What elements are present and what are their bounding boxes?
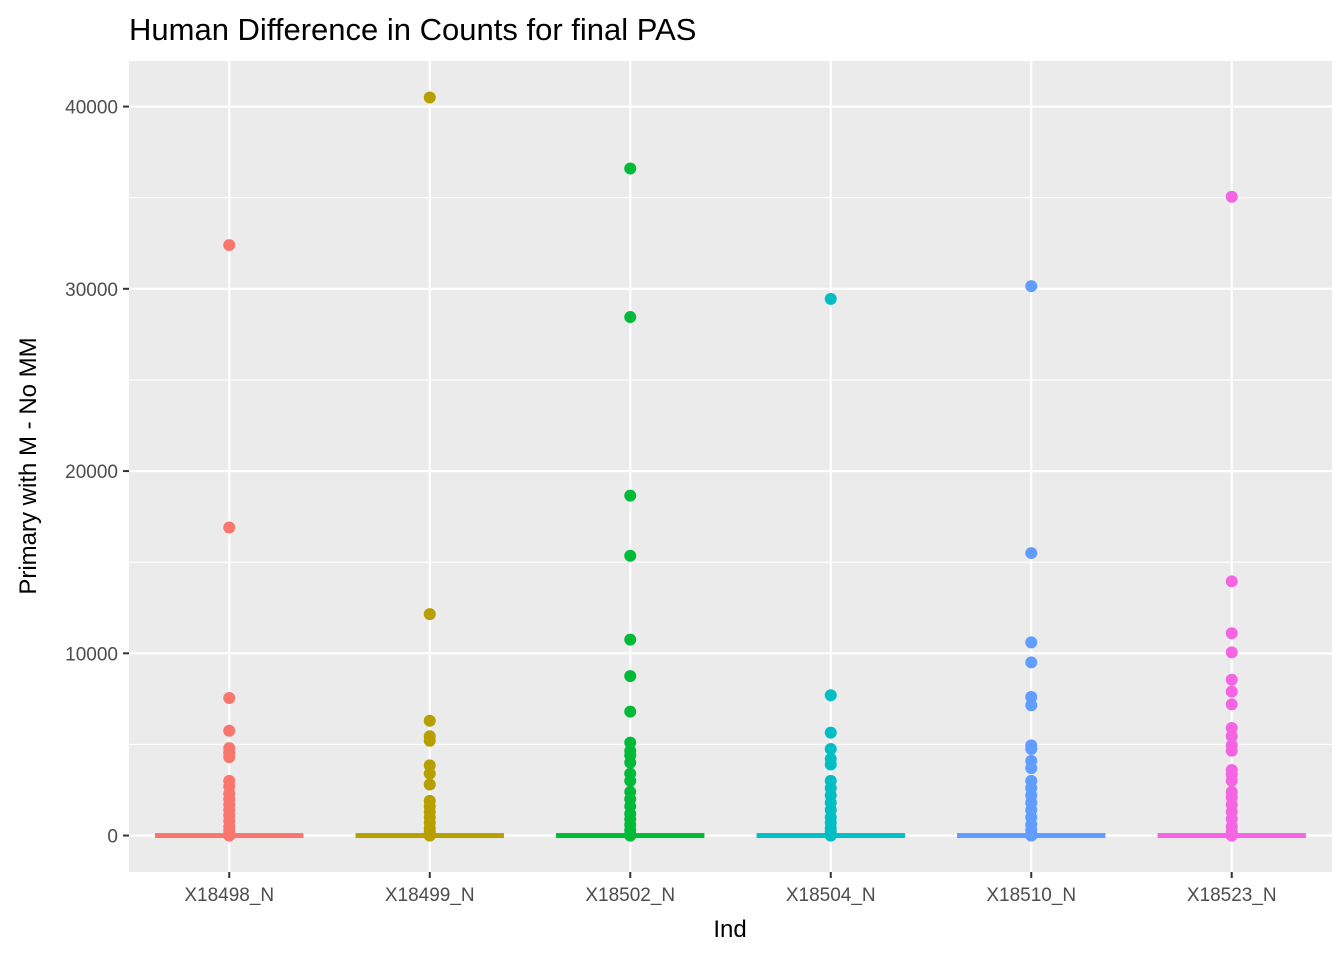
x-tick-label: X18523_N: [1187, 885, 1277, 906]
data-point: [824, 829, 837, 842]
data-point: [1225, 774, 1238, 787]
data-point: [423, 759, 436, 772]
data-point: [624, 633, 637, 646]
data-point: [1025, 280, 1038, 293]
data-point: [1225, 627, 1238, 640]
data-point: [423, 767, 436, 780]
data-point: [824, 726, 837, 739]
data-point: [1225, 673, 1238, 686]
y-tick-label: 10000: [65, 644, 118, 665]
series-X18523_N: [1157, 190, 1306, 842]
data-point: [624, 162, 637, 175]
data-point: [624, 829, 637, 842]
y-tick-label: 30000: [65, 280, 118, 301]
data-point: [1025, 656, 1038, 669]
data-point: [223, 691, 236, 704]
data-point: [1225, 190, 1238, 203]
y-axis: 0 10000 20000 30000 40000: [65, 98, 129, 848]
data-point: [1025, 829, 1038, 842]
data-point: [423, 608, 436, 621]
y-tick-label: 40000: [65, 98, 118, 119]
data-point: [1225, 575, 1238, 588]
x-tick-label: X18510_N: [986, 885, 1076, 906]
series-X18498_N: [155, 239, 304, 842]
data-point: [824, 292, 837, 305]
data-point: [624, 311, 637, 324]
x-tick-label: X18499_N: [385, 885, 475, 906]
data-point: [824, 689, 837, 702]
data-point: [624, 705, 637, 718]
series-X18502_N: [556, 162, 705, 842]
data-point: [1225, 730, 1238, 743]
data-point: [624, 756, 637, 769]
plot-panel: [129, 61, 1332, 872]
data-point: [1025, 762, 1038, 775]
data-point: [624, 549, 637, 562]
data-point: [624, 774, 637, 787]
data-point: [1225, 685, 1238, 698]
data-point: [423, 778, 436, 791]
data-point: [1225, 744, 1238, 757]
data-point: [223, 829, 236, 842]
data-point: [1025, 742, 1038, 755]
y-tick-label: 20000: [65, 462, 118, 483]
y-axis-title: Primary with M - No MM: [15, 337, 42, 594]
data-point: [624, 489, 637, 502]
data-point: [1225, 722, 1238, 735]
data-point: [1225, 646, 1238, 659]
data-point: [1225, 829, 1238, 842]
data-point: [824, 742, 837, 755]
chart-title: Human Difference in Counts for final PAS: [129, 12, 696, 47]
data-point: [223, 751, 236, 764]
data-point: [1225, 698, 1238, 711]
x-axis-title: Ind: [713, 916, 746, 943]
data-point: [824, 758, 837, 771]
data-points: [155, 91, 1306, 842]
x-axis: X18498_N X18499_N X18502_N X18504_N X18510_N…: [184, 872, 1277, 906]
x-tick-label: X18502_N: [585, 885, 675, 906]
data-point: [1025, 691, 1038, 704]
y-tick-label: 0: [107, 827, 118, 848]
data-point: [1025, 547, 1038, 560]
data-point: [223, 239, 236, 252]
data-point: [223, 724, 236, 737]
data-point: [423, 829, 436, 842]
data-point: [423, 714, 436, 727]
data-point: [624, 736, 637, 749]
data-point: [1025, 699, 1038, 712]
data-point: [1025, 636, 1038, 649]
data-point: [423, 91, 436, 104]
series-X18504_N: [756, 292, 905, 842]
data-point: [423, 734, 436, 747]
series-X18510_N: [957, 280, 1106, 842]
x-tick-label: X18498_N: [184, 885, 274, 906]
x-tick-label: X18504_N: [786, 885, 876, 906]
series-X18499_N: [355, 91, 504, 842]
data-point: [624, 670, 637, 683]
data-point: [223, 521, 236, 534]
